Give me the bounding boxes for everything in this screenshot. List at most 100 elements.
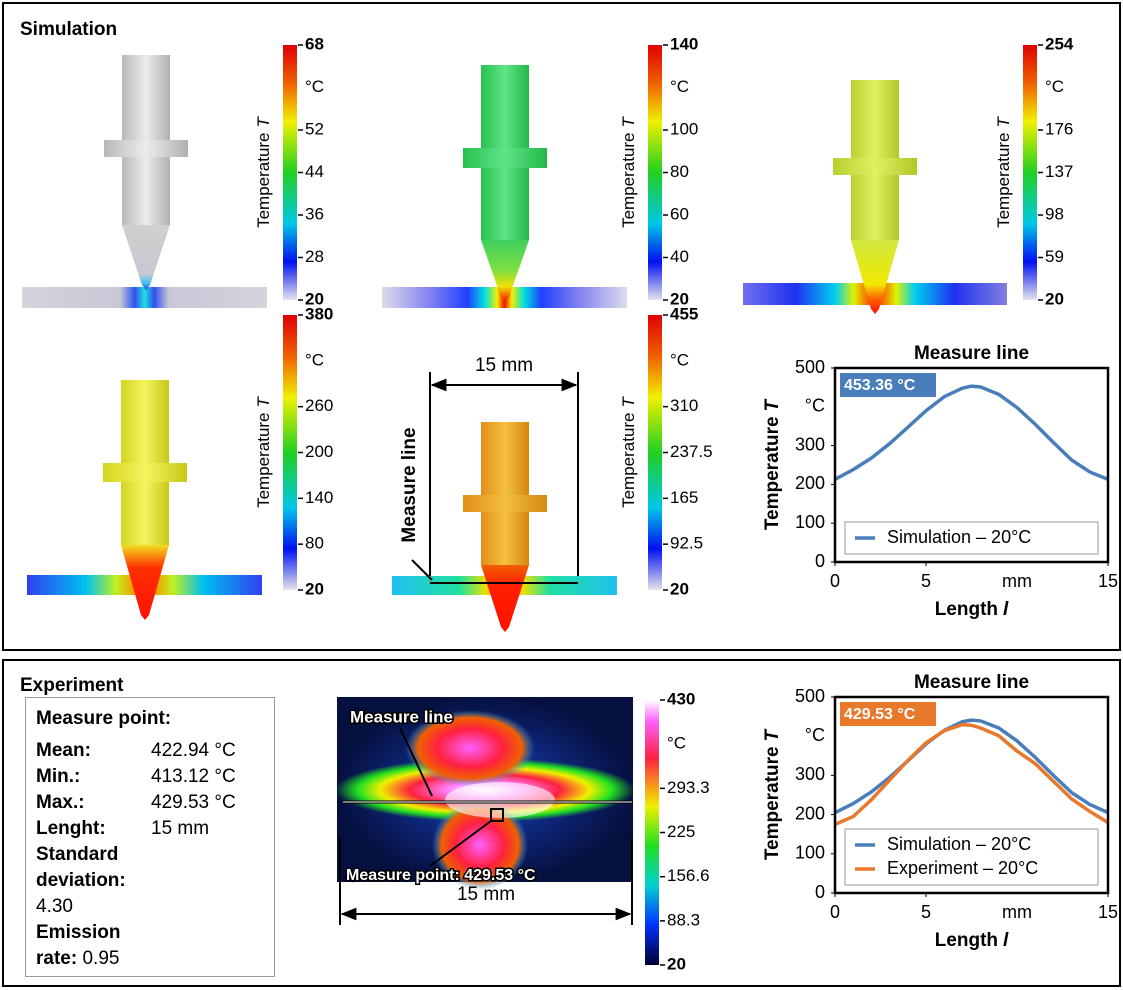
colorbar-tick-label: 20 (305, 579, 324, 598)
annotation: 429.53 °C (844, 706, 916, 723)
colorbar-label-text: Temperature (254, 412, 273, 507)
info-heading: Measure point: (36, 706, 268, 732)
chart-title: Measure line (914, 672, 1029, 693)
colorbar-label: Temperature T (254, 395, 273, 507)
legend-label: Simulation – 20°C (887, 527, 1031, 547)
tool-tip (481, 565, 529, 632)
colorbar-unit: °C (667, 734, 686, 753)
colorbar-tick-label: 20 (667, 954, 686, 973)
info-key: Max.: (36, 790, 151, 816)
info-value: 15 mm (151, 816, 209, 842)
colorbar-tick-label: 176 (1045, 119, 1073, 138)
x-tick-label: 5 (921, 902, 931, 922)
colorbar-tick-label: 80 (305, 534, 324, 553)
y-tick-label: 300 (795, 434, 825, 454)
series-line (835, 725, 1108, 825)
tool (104, 55, 188, 290)
colorbar-tick-label: 140 (670, 34, 698, 53)
colorbar-tick-label: 20 (1045, 289, 1064, 308)
colorbar-tick-label: 200 (305, 442, 333, 461)
y-unit: °C (805, 396, 825, 416)
tool (463, 422, 547, 632)
info-value: 413.12 °C (151, 764, 236, 790)
colorbar-tick-label: 80 (670, 162, 689, 181)
measure-line-label: Measure line (399, 427, 420, 542)
legend-label: Experiment – 20°C (887, 858, 1038, 878)
chart-title: Measure line (914, 343, 1029, 364)
annotation: 453.36 °C (844, 377, 916, 394)
colorbar-label: Temperature T (619, 115, 638, 227)
section-title: Experiment (20, 675, 124, 696)
colorbar-unit: °C (670, 77, 689, 96)
y-axis-label-var: T (762, 398, 783, 411)
colorbar-unit: °C (305, 77, 324, 96)
series-line (835, 386, 1108, 479)
x-tick-label: 0 (830, 902, 840, 922)
dimension-label: 15 mm (475, 355, 533, 376)
colorbar-unit: °C (305, 350, 324, 369)
colorbar-tick-label: 52 (305, 119, 324, 138)
colorbar-tick-label: 137 (1045, 162, 1073, 181)
image-label: Measure point: 429.53 °C (346, 867, 536, 884)
y-tick-label: 500 (795, 357, 825, 377)
colorbar-label-var: T (254, 395, 273, 407)
info-row: Min.:413.12 °C (36, 764, 268, 790)
colorbar-label: Temperature T (254, 115, 273, 227)
figure: Simulation Experiment 15 mm Measure line 68 5… (0, 0, 1123, 990)
info-value: 4.30 (36, 896, 73, 917)
x-unit: mm (1002, 902, 1032, 922)
info-value: 422.94 °C (151, 738, 236, 764)
tool (833, 80, 917, 314)
colorbar-tick-label: 254 (1045, 34, 1074, 53)
info-key: Mean: (36, 738, 151, 764)
colorbar-tick-label: 260 (305, 396, 333, 415)
colorbar (283, 315, 297, 590)
info-row: Mean:422.94 °C (36, 738, 268, 764)
y-tick-label: 0 (815, 551, 825, 571)
y-tick-label: 100 (795, 512, 825, 532)
colorbar-tick-label: 44 (305, 162, 324, 181)
colorbar-tick-label: 92.5 (670, 534, 703, 553)
colorbar-label-var: T (619, 395, 638, 407)
tool-tip (122, 225, 170, 290)
info-row: Max.:429.53 °C (36, 790, 268, 816)
colorbar-label-var: T (254, 115, 273, 127)
colorbar-unit: °C (670, 350, 689, 369)
colorbar-tick-label: 140 (305, 488, 333, 507)
colorbar-label-text: Temperature (619, 132, 638, 227)
tool-collar (104, 140, 188, 157)
y-axis-label: Temperature T (762, 398, 783, 530)
colorbar-label: TemperatureT (619, 395, 638, 507)
colorbar-unit: °C (1045, 77, 1064, 96)
x-axis-label-text: Length (935, 930, 998, 951)
info-value: 429.53 °C (151, 790, 236, 816)
tool-shaft (481, 422, 529, 565)
y-tick-label: 500 (795, 686, 825, 706)
tool-shaft (121, 380, 169, 545)
colorbar-tick-label: 88.3 (667, 910, 700, 929)
legend-label: Simulation – 20°C (887, 834, 1031, 854)
colorbar (648, 45, 662, 300)
x-tick-label: 5 (921, 571, 931, 591)
colorbar-label-var: T (619, 115, 638, 127)
colorbar-tick-label: 68 (305, 34, 324, 53)
colorbar (648, 315, 662, 590)
image-label: Measure line (350, 707, 453, 726)
colorbar (283, 45, 297, 300)
y-tick-label: 100 (795, 843, 825, 863)
colorbar-tick-label: 380 (305, 304, 333, 323)
x-axis-label-var: l (1003, 930, 1009, 951)
section-title: Simulation (20, 19, 117, 40)
workpiece (22, 287, 267, 308)
x-tick-label: 0 (830, 571, 840, 591)
colorbar-tick-label: 20 (670, 579, 689, 598)
info-key: Min.: (36, 764, 151, 790)
y-axis-label: TemperatureT (762, 728, 783, 860)
colorbar-tick-label: 60 (670, 204, 689, 223)
colorbar-tick-label: 156.6 (667, 866, 710, 885)
dimension-label: 15 mm (457, 884, 515, 905)
y-axis-label-text: Temperature (762, 416, 783, 530)
colorbar-label-text: Temperature (254, 132, 273, 227)
colorbar-tick-label: 310 (670, 396, 698, 415)
x-axis-label-text: Length (935, 599, 998, 620)
